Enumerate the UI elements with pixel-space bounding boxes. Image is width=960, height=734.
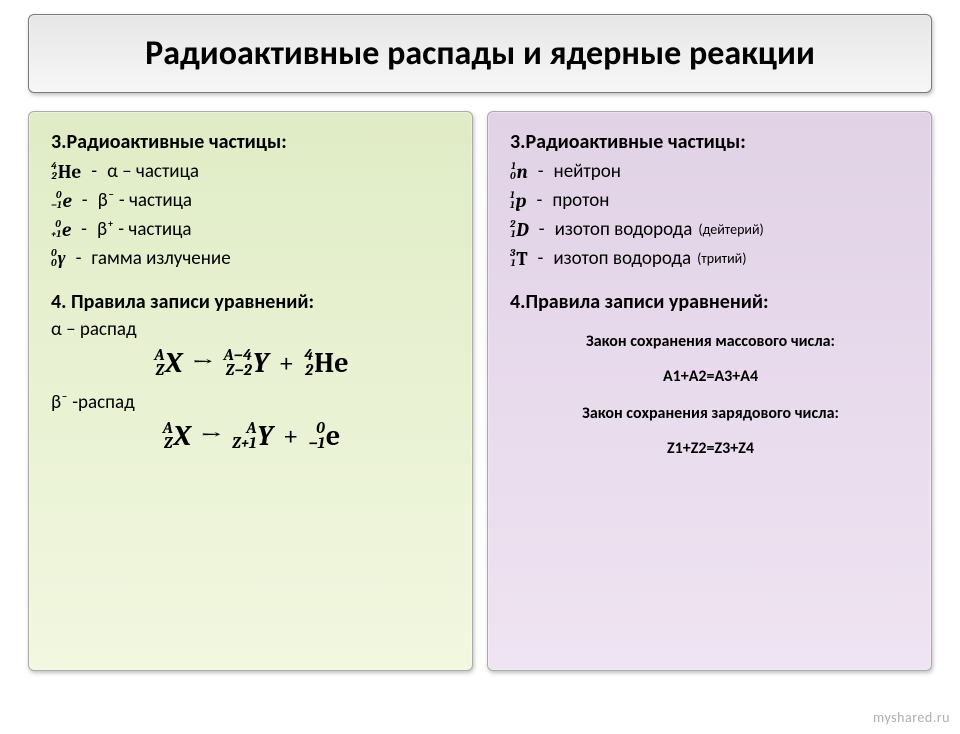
page-title: Радиоактивные распады и ядерные реакции [49, 33, 911, 74]
panel-left: 3.Радиоактивные частицы: 42 He - α – час… [28, 111, 473, 671]
alpha-decay-equation: AZX → A−4Z−2Y + 42He [51, 347, 452, 379]
right-particle-neutron: 10n - нейтрон [510, 160, 911, 183]
left-particle-beta-minus: 0−1 e - β⁻ - частица [51, 189, 452, 212]
alpha-decay-label: α – распад [51, 318, 452, 341]
right-particle-proton: 11p - протон [510, 189, 911, 212]
watermark: myshared.ru [873, 709, 950, 726]
title-bar: Радиоактивные распады и ядерные реакции [28, 14, 932, 93]
mass-law-title: Закон сохранения массового числа: [510, 332, 911, 351]
left-heading: 3.Радиоактивные частицы: [51, 130, 452, 154]
charge-law-title: Закон сохранения зарядового числа: [510, 404, 911, 423]
beta-decay-label: β⁻ -распад [51, 391, 452, 414]
right-particle-deuterium: 21D - изотоп водорода (дейтерий) [510, 218, 911, 241]
right-heading2: 4.Правила записи уравнений: [510, 290, 911, 314]
right-particle-tritium: 31T - изотоп водорода (тритий) [510, 247, 911, 270]
panels: 3.Радиоактивные частицы: 42 He - α – час… [0, 111, 960, 671]
conservation-laws: Закон сохранения массового числа: A1+A2=… [510, 332, 911, 458]
right-heading: 3.Радиоактивные частицы: [510, 130, 911, 154]
mass-law-eq: A1+A2=A3+A4 [510, 367, 911, 386]
charge-law-eq: Z1+Z2=Z3+Z4 [510, 439, 911, 458]
left-particle-alpha: 42 He - α – частица [51, 160, 452, 183]
left-particle-gamma: 00 γ - гамма излучение [51, 247, 452, 270]
beta-decay-equation: AZX → AZ+1Y + 0−1e [51, 420, 452, 452]
left-heading2: 4. Правила записи уравнений: [51, 290, 452, 314]
left-particle-beta-plus: 0+1 e - β⁺ - частица [51, 218, 452, 241]
panel-right: 3.Радиоактивные частицы: 10n - нейтрон 1… [487, 111, 932, 671]
